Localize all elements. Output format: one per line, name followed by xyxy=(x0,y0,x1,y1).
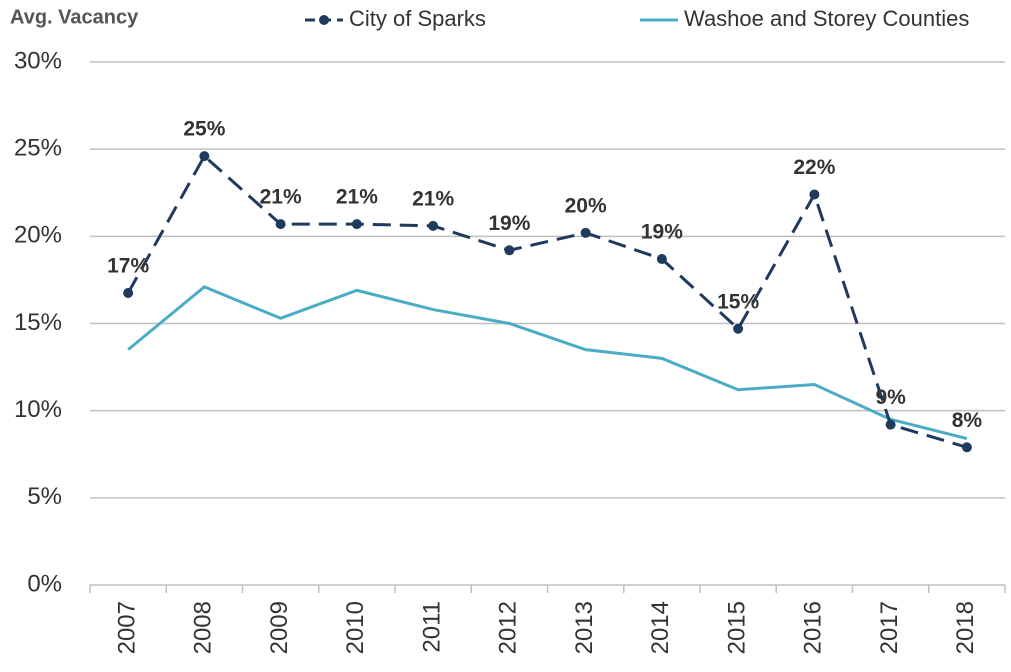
data-point xyxy=(199,151,210,162)
data-point xyxy=(351,219,362,230)
y-tick-label: 0% xyxy=(27,570,62,597)
x-tick-label: 2009 xyxy=(266,601,293,654)
series-line xyxy=(126,153,968,449)
data-point xyxy=(656,253,667,264)
x-tick-label: 2008 xyxy=(190,601,217,654)
y-axis-title: Avg. Vacancy xyxy=(10,6,139,28)
legend-label: City of Sparks xyxy=(349,6,486,31)
y-tick-label: 20% xyxy=(14,222,62,249)
data-point xyxy=(580,227,591,238)
data-point xyxy=(733,323,744,334)
x-tick-label: 2011 xyxy=(418,601,445,653)
y-tick-label: 5% xyxy=(27,483,62,510)
data-point xyxy=(428,220,439,231)
data-point xyxy=(961,442,972,453)
y-tick-label: 30% xyxy=(14,47,62,74)
x-tick-label: 2014 xyxy=(647,601,674,654)
x-tick-label: 2012 xyxy=(495,601,522,654)
y-tick-label: 15% xyxy=(14,309,62,336)
data-point xyxy=(885,419,896,430)
data-label: 19% xyxy=(641,221,683,244)
data-label: 25% xyxy=(183,118,225,141)
data-label: 15% xyxy=(717,290,759,313)
data-point xyxy=(504,245,515,256)
x-tick-label: 2015 xyxy=(723,601,750,654)
legend-marker xyxy=(319,15,329,25)
x-tick-label: 2017 xyxy=(876,601,903,654)
x-tick-label: 2016 xyxy=(800,601,827,654)
data-label: 21% xyxy=(260,186,302,209)
y-tick-label: 25% xyxy=(14,135,62,162)
legend-label: Washoe and Storey Counties xyxy=(684,6,969,31)
x-tick-label: 2007 xyxy=(113,601,140,654)
data-point xyxy=(275,219,286,230)
data-label: 9% xyxy=(875,386,906,409)
data-point xyxy=(809,189,820,200)
data-label: 17% xyxy=(107,255,149,278)
x-tick-label: 2010 xyxy=(342,601,369,654)
x-tick-label: 2018 xyxy=(952,601,979,654)
series-line xyxy=(127,285,968,441)
data-label: 21% xyxy=(412,187,454,210)
data-label: 20% xyxy=(565,194,607,217)
y-tick-label: 10% xyxy=(14,396,62,423)
data-label: 22% xyxy=(793,156,835,179)
data-label: 21% xyxy=(336,186,378,209)
x-tick-label: 2013 xyxy=(571,601,598,654)
data-point xyxy=(123,287,134,298)
data-label: 8% xyxy=(952,409,983,432)
data-label: 19% xyxy=(488,212,530,235)
